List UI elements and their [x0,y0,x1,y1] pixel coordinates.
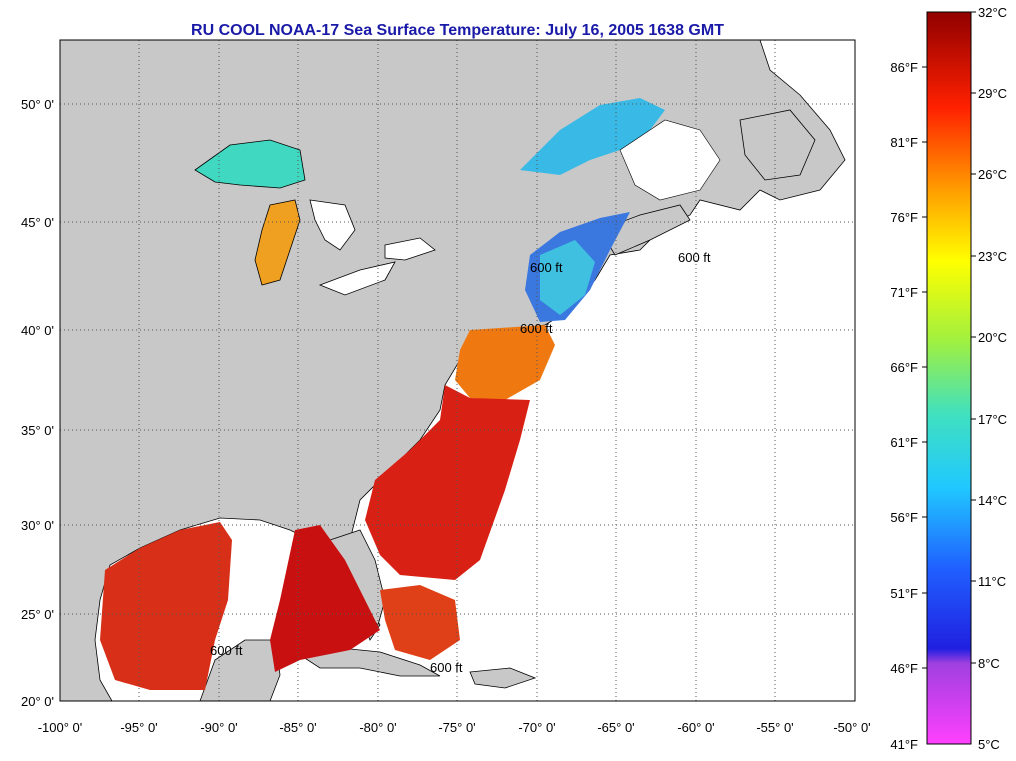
gulf-st-lawrence-white [619,119,721,201]
lake-huron [309,199,356,251]
contour-label: 600 ft [210,643,243,658]
celsius-label: 20°C [978,330,1007,345]
contour-label: 600 ft [520,321,553,336]
lon-label: -50° 0' [833,720,870,735]
land-cuba [298,647,441,677]
lon-label: -70° 0' [518,720,555,735]
lat-label: 20° 0' [21,694,54,709]
sst-gulf-of-maine-cyan [540,240,595,315]
lat-label: 35° 0' [21,423,54,438]
celsius-label: 5°C [978,737,1000,752]
map-title: RU COOL NOAA-17 Sea Surface Temperature:… [191,22,724,39]
land-hispaniola [469,667,537,689]
lon-label: -80° 0' [359,720,396,735]
celsius-label: 29°C [978,86,1007,101]
fahrenheit-label: 41°F [890,737,918,752]
fahrenheit-label: 61°F [890,435,918,450]
fahrenheit-label: 66°F [890,360,918,375]
fahrenheit-label: 76°F [890,210,918,225]
lat-label: 25° 0' [21,607,54,622]
sst-gulf-east [270,525,380,672]
lake-ontario [384,237,436,261]
sst-southeast [365,385,530,580]
celsius-label: 26°C [978,167,1007,182]
lon-label: -95° 0' [120,720,157,735]
land-north-america [60,40,846,701]
lon-label: -60° 0' [677,720,714,735]
celsius-label: 8°C [978,656,1000,671]
celsius-label: 11°C [978,574,1006,589]
land-newfoundland [739,109,816,181]
lon-label: -90° 0' [200,720,237,735]
colorbar [926,11,972,745]
lat-label: 40° 0' [21,323,54,338]
contour-label: 600 ft [678,250,711,265]
lat-label: 30° 0' [21,518,54,533]
celsius-label: 23°C [978,249,1007,264]
sst-bahamas [380,585,460,660]
lake-superior [194,139,306,189]
grid-lines [60,40,855,701]
sst-mid-atlantic [455,325,555,400]
celsius-label: 32°C [978,5,1007,20]
celsius-label: 14°C [978,493,1007,508]
lon-label: -85° 0' [279,720,316,735]
longitude-labels: -100° 0' -95° 0' -90° 0' -85° 0' -80° 0'… [38,720,871,735]
contour-label: 600 ft [430,660,463,675]
fahrenheit-label: 86°F [890,60,918,75]
sst-st-lawrence [520,98,665,175]
lake-erie [318,261,396,296]
latitude-labels: 50° 0' 45° 0' 40° 0' 35° 0' 30° 0' 25° 0… [21,97,54,709]
land-nova-scotia [599,204,691,256]
fahrenheit-label: 51°F [890,586,918,601]
contour-label: 600 ft [530,260,563,275]
colorbar-ticks [922,11,976,669]
celsius-label: 17°C [978,412,1007,427]
lon-label: -65° 0' [597,720,634,735]
colorbar-celsius-labels: 32°C 29°C 26°C 23°C 20°C 17°C 14°C 11°C … [978,5,1007,752]
sst-gulf-west [100,522,232,690]
lake-michigan [254,199,301,286]
fahrenheit-label: 46°F [890,661,918,676]
lon-label: -55° 0' [756,720,793,735]
fahrenheit-label: 71°F [890,285,918,300]
lat-label: 50° 0' [21,97,54,112]
colorbar-fahrenheit-labels: 86°F 81°F 76°F 71°F 66°F 61°F 56°F 51°F … [890,60,918,752]
lon-label: -75° 0' [438,720,475,735]
fahrenheit-label: 81°F [890,135,918,150]
lon-label: -100° 0' [38,720,83,735]
map-frame [59,39,856,702]
lat-label: 45° 0' [21,215,54,230]
fahrenheit-label: 56°F [890,510,918,525]
